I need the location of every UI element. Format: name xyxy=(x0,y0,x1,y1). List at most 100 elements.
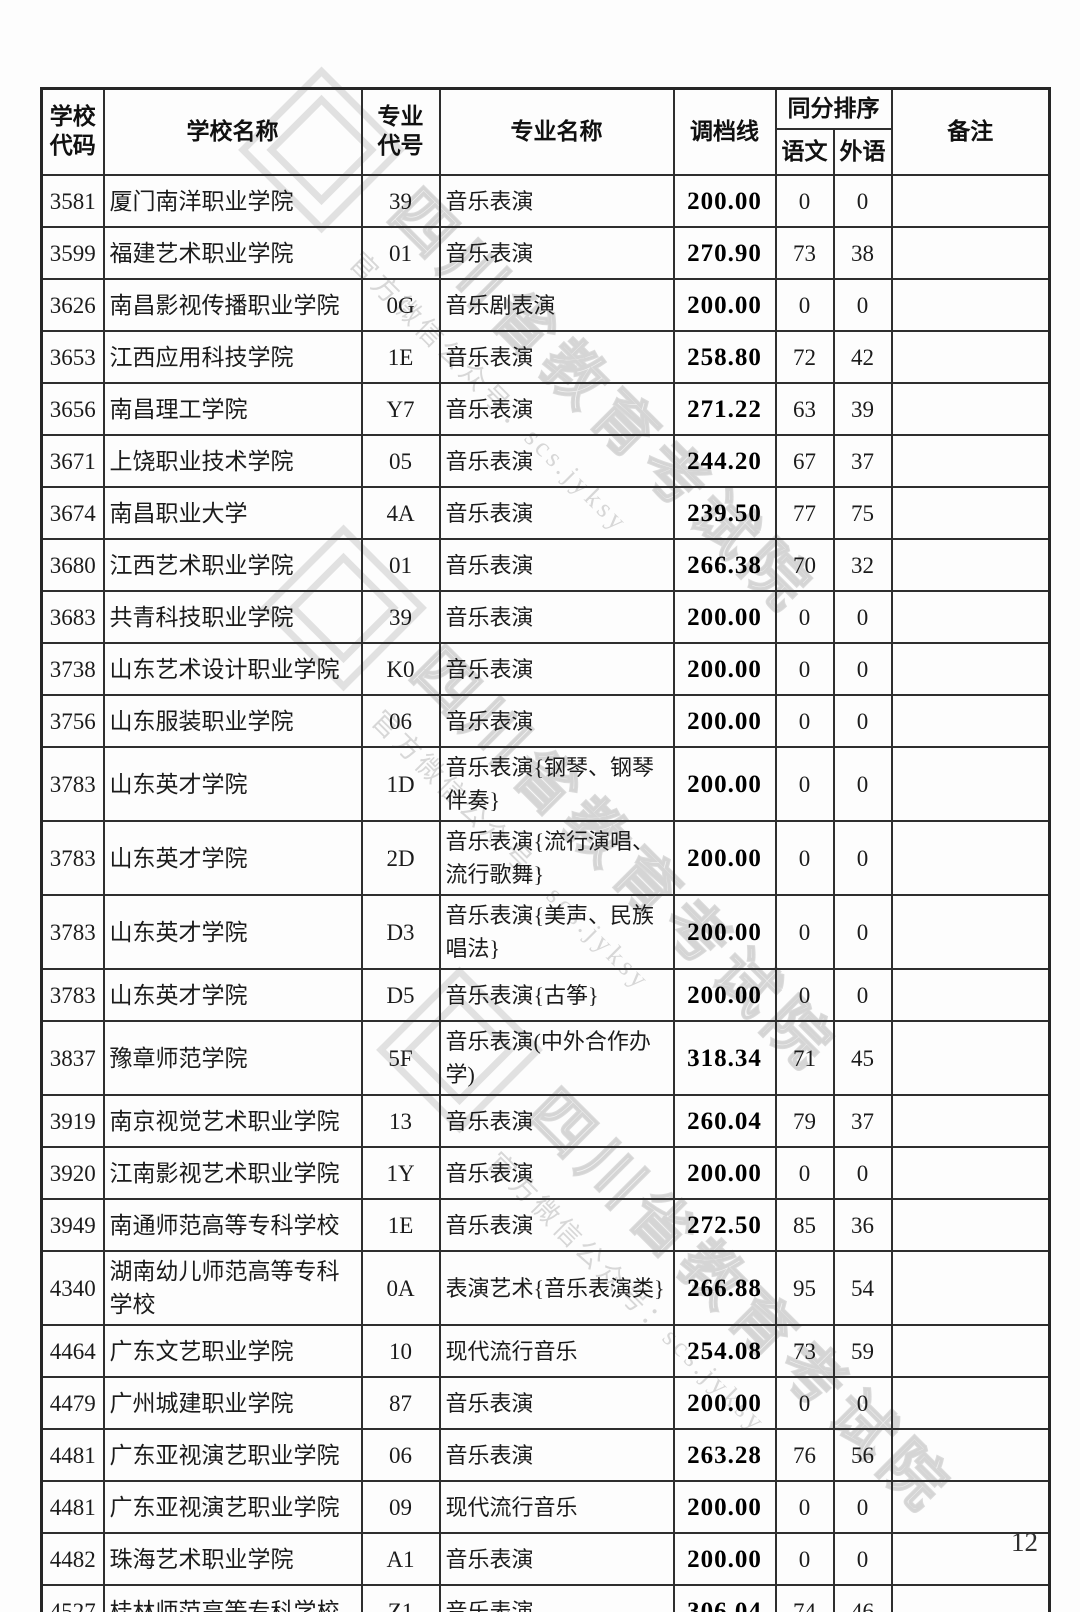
school-code-cell: 4481 xyxy=(40,1428,105,1482)
school-name-cell: 湖南幼儿师范高等专科学校 xyxy=(102,1250,363,1326)
table-row: 4527 桂林师范高等专科学校 Z1 音乐表演 306.04 74 46 xyxy=(40,1584,1051,1612)
table-row: 3671 上饶职业技术学院 05 音乐表演 244.20 67 37 xyxy=(40,434,1051,488)
major-name-cell: 音乐表演{流行演唱、流行歌舞} xyxy=(438,820,675,896)
score-line-cell: 200.00 xyxy=(672,820,777,896)
school-name-cell: 广东亚视演艺职业学院 xyxy=(102,1428,363,1482)
foreign-rank-cell: 54 xyxy=(832,1250,893,1326)
school-code-cell: 3599 xyxy=(40,226,105,280)
major-code-cell: 1E xyxy=(360,330,441,384)
school-code-cell: 3626 xyxy=(40,278,105,332)
chinese-rank-cell: 79 xyxy=(774,1094,835,1148)
school-name-cell: 山东服装职业学院 xyxy=(102,694,363,748)
remark-cell xyxy=(890,1376,1051,1430)
table-row: 3581 厦门南洋职业学院 39 音乐表演 200.00 0 0 xyxy=(40,174,1051,228)
chinese-rank-cell: 71 xyxy=(774,1020,835,1096)
table-row: 3674 南昌职业大学 4A 音乐表演 239.50 77 75 xyxy=(40,486,1051,540)
header-score-line: 调档线 xyxy=(672,87,777,176)
major-code-cell: 1E xyxy=(360,1198,441,1252)
header-foreign-language: 外语 xyxy=(832,128,893,176)
score-line-cell: 200.00 xyxy=(672,590,777,644)
school-name-cell: 南昌影视传播职业学院 xyxy=(102,278,363,332)
foreign-rank-cell: 0 xyxy=(832,1376,893,1430)
table-row: 4482 珠海艺术职业学院 A1 音乐表演 200.00 0 0 xyxy=(40,1532,1051,1586)
major-code-cell: 09 xyxy=(360,1480,441,1534)
score-line-cell: 200.00 xyxy=(672,278,777,332)
major-code-cell: 06 xyxy=(360,694,441,748)
score-line-cell: 254.08 xyxy=(672,1324,777,1378)
remark-cell xyxy=(890,1480,1051,1534)
header-school-name: 学校名称 xyxy=(102,87,363,176)
major-name-cell: 音乐表演 xyxy=(438,1146,675,1200)
score-line-cell: 266.88 xyxy=(672,1250,777,1326)
score-line-cell: 200.00 xyxy=(672,1146,777,1200)
major-name-cell: 音乐表演 xyxy=(438,1584,675,1612)
school-name-cell: 山东英才学院 xyxy=(102,968,363,1022)
major-code-cell: Y7 xyxy=(360,382,441,436)
school-name-cell: 珠海艺术职业学院 xyxy=(102,1532,363,1586)
table-row: 4481 广东亚视演艺职业学院 09 现代流行音乐 200.00 0 0 xyxy=(40,1480,1051,1534)
chinese-rank-cell: 73 xyxy=(774,226,835,280)
foreign-rank-cell: 0 xyxy=(832,278,893,332)
table-row: 3656 南昌理工学院 Y7 音乐表演 271.22 63 39 xyxy=(40,382,1051,436)
school-code-cell: 3949 xyxy=(40,1198,105,1252)
school-name-cell: 江南影视艺术职业学院 xyxy=(102,1146,363,1200)
chinese-rank-cell: 70 xyxy=(774,538,835,592)
remark-cell xyxy=(890,434,1051,488)
school-code-cell: 3738 xyxy=(40,642,105,696)
table-header: 学校 代码 学校名称 专业 代号 专业名称 调档线 同分排序 备注 语文 外语 xyxy=(40,87,1051,176)
school-name-cell: 豫章师范学院 xyxy=(102,1020,363,1096)
major-code-cell: Z1 xyxy=(360,1584,441,1612)
school-code-cell: 3783 xyxy=(40,820,105,896)
foreign-rank-cell: 75 xyxy=(832,486,893,540)
table-row: 3683 共青科技职业学院 39 音乐表演 200.00 0 0 xyxy=(40,590,1051,644)
table-row: 3653 江西应用科技学院 1E 音乐表演 258.80 72 42 xyxy=(40,330,1051,384)
major-name-cell: 音乐表演 xyxy=(438,174,675,228)
major-code-cell: A1 xyxy=(360,1532,441,1586)
major-name-cell: 音乐表演 xyxy=(438,226,675,280)
remark-cell xyxy=(890,1198,1051,1252)
header-remarks: 备注 xyxy=(890,87,1051,176)
chinese-rank-cell: 95 xyxy=(774,1250,835,1326)
school-code-cell: 3671 xyxy=(40,434,105,488)
remark-cell xyxy=(890,486,1051,540)
major-name-cell: 音乐表演 xyxy=(438,1094,675,1148)
foreign-rank-cell: 0 xyxy=(832,1146,893,1200)
chinese-rank-cell: 77 xyxy=(774,486,835,540)
major-code-cell: 5F xyxy=(360,1020,441,1096)
remark-cell xyxy=(890,538,1051,592)
foreign-rank-cell: 0 xyxy=(832,642,893,696)
remark-cell xyxy=(890,894,1051,970)
remark-cell xyxy=(890,226,1051,280)
chinese-rank-cell: 0 xyxy=(774,746,835,822)
score-line-cell: 200.00 xyxy=(672,174,777,228)
table-row: 3626 南昌影视传播职业学院 0G 音乐剧表演 200.00 0 0 xyxy=(40,278,1051,332)
chinese-rank-cell: 0 xyxy=(774,1532,835,1586)
major-name-cell: 音乐表演 xyxy=(438,538,675,592)
school-name-cell: 广东亚视演艺职业学院 xyxy=(102,1480,363,1534)
major-name-cell: 音乐表演 xyxy=(438,330,675,384)
table-row: 3680 江西艺术职业学院 01 音乐表演 266.38 70 32 xyxy=(40,538,1051,592)
score-line-cell: 239.50 xyxy=(672,486,777,540)
table-row: 3837 豫章师范学院 5F 音乐表演(中外合作办学) 318.34 71 45 xyxy=(40,1020,1051,1096)
major-code-cell: 87 xyxy=(360,1376,441,1430)
school-code-cell: 3581 xyxy=(40,174,105,228)
remark-cell xyxy=(890,642,1051,696)
table-row: 4464 广东文艺职业学院 10 现代流行音乐 254.08 73 59 xyxy=(40,1324,1051,1378)
remark-cell xyxy=(890,694,1051,748)
remark-cell xyxy=(890,382,1051,436)
major-name-cell: 音乐表演 xyxy=(438,1532,675,1586)
school-name-cell: 共青科技职业学院 xyxy=(102,590,363,644)
chinese-rank-cell: 0 xyxy=(774,1146,835,1200)
chinese-rank-cell: 0 xyxy=(774,894,835,970)
chinese-rank-cell: 0 xyxy=(774,694,835,748)
school-code-cell: 3783 xyxy=(40,746,105,822)
table-row: 3783 山东英才学院 D5 音乐表演{古筝} 200.00 0 0 xyxy=(40,968,1051,1022)
major-name-cell: 音乐表演 xyxy=(438,1428,675,1482)
school-code-cell: 4464 xyxy=(40,1324,105,1378)
major-name-cell: 音乐表演 xyxy=(438,486,675,540)
score-line-cell: 270.90 xyxy=(672,226,777,280)
remark-cell xyxy=(890,968,1051,1022)
chinese-rank-cell: 76 xyxy=(774,1428,835,1482)
score-line-cell: 244.20 xyxy=(672,434,777,488)
table-row: 4481 广东亚视演艺职业学院 06 音乐表演 263.28 76 56 xyxy=(40,1428,1051,1482)
